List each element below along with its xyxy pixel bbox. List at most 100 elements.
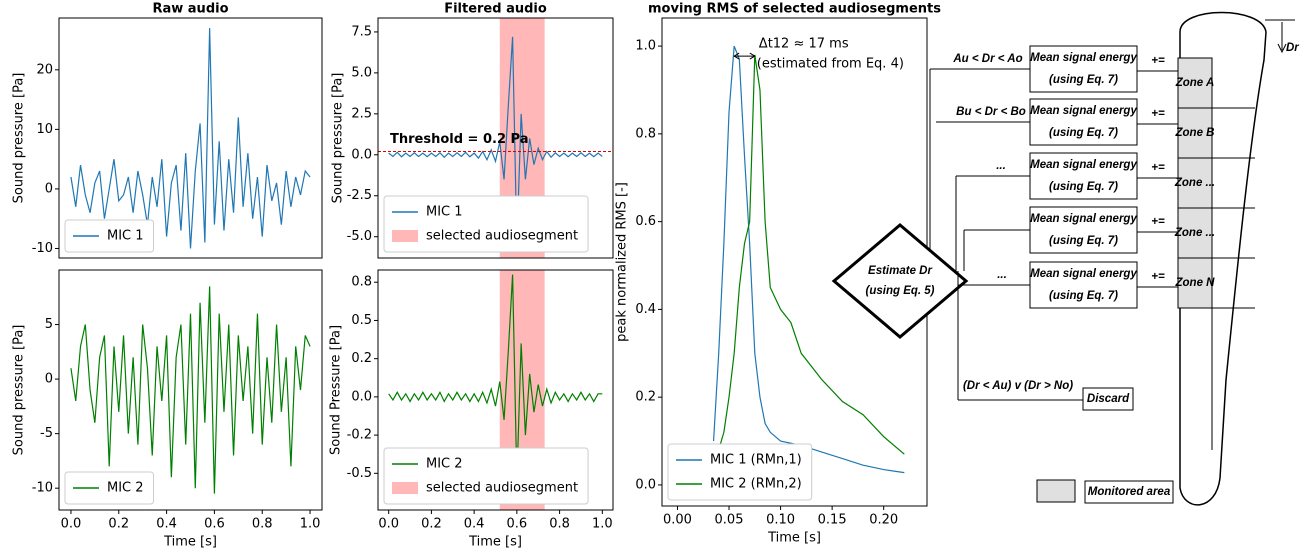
y-tick-label: 0	[45, 181, 53, 196]
energy-label: Mean signal energy	[1030, 52, 1137, 64]
x-tick-label: 0.0	[61, 517, 82, 532]
legend: MIC 1 (RMn,1) MIC 2 (RMn,2)	[667, 443, 813, 501]
series-line	[388, 274, 603, 481]
y-tick-label: -2.5	[347, 188, 372, 203]
x-axis-label: Time [s]	[468, 535, 522, 548]
y-tick-label: 5	[45, 317, 53, 332]
x-axis-label: Time [s]	[163, 535, 217, 548]
x-tick-label: 0.8	[252, 517, 273, 532]
y-tick-label: 7.5	[351, 24, 372, 39]
legend-label: MIC 2	[107, 481, 144, 496]
depth-arrow-head	[1277, 43, 1287, 54]
discard-label: Discard	[1087, 393, 1130, 405]
zone-label: Zone ...	[1174, 227, 1215, 239]
zone-label: Zone A	[1175, 77, 1215, 89]
plot: -10 -5 0 5 0.0 0.2 0.4 0.6 0.8 1.0 Time [s] Sound p…	[12, 269, 323, 548]
condition-label: Au < Dr < Ao	[952, 53, 1022, 65]
energy-box	[1029, 152, 1138, 200]
y-tick-label: 0.0	[635, 477, 656, 492]
y-tick-label: 0.0	[351, 147, 372, 162]
legend-frame	[383, 195, 589, 253]
x-tick-label: 1.0	[592, 517, 613, 532]
zone	[1177, 257, 1213, 309]
x-tick-label: 0.10	[766, 513, 795, 528]
series-line	[70, 28, 311, 249]
y-tick-label: 0.8	[351, 275, 372, 290]
y-tick-label: 20	[36, 62, 53, 77]
energy-box	[1029, 98, 1138, 146]
x-tick-label: 0.4	[156, 517, 177, 532]
y-tick-label: -0.5	[347, 466, 372, 481]
energy-label: (using Eq. 7)	[1049, 74, 1118, 86]
legend: MIC 2	[64, 471, 155, 505]
zone	[1177, 57, 1213, 109]
op-label: +=	[1151, 162, 1165, 174]
y-axis-label: peak normalized RMS [-]	[615, 182, 630, 342]
condition-label: ...	[997, 269, 1007, 281]
legend-label: MIC 1	[107, 229, 144, 244]
leg-outline	[1179, 11, 1267, 506]
series-line	[388, 36, 603, 245]
y-tick-label: 0.6	[635, 214, 656, 229]
energy-label: Mean signal energy	[1030, 268, 1137, 280]
x-tick-label: 0.15	[818, 513, 847, 528]
chart-title: moving RMS of selected audiosegments	[648, 2, 941, 17]
energy-box	[1029, 206, 1138, 254]
y-tick-label: 0	[45, 372, 53, 387]
decision-diamond	[831, 223, 969, 339]
x-tick-label: 0.20	[869, 513, 898, 528]
legend: MIC 2 selected audiosegment	[383, 447, 589, 505]
y-tick-label: -0.2	[347, 428, 372, 443]
y-tick-label: -5.0	[347, 229, 372, 244]
x-axis-label: Time [s]	[767, 531, 821, 546]
annotation: Δt12 ≈ 17 ms	[759, 37, 849, 52]
legend-swatch	[392, 230, 418, 242]
series-line	[712, 45, 905, 474]
y-tick-label: -10	[32, 481, 53, 496]
energy-box	[1029, 45, 1138, 93]
legend-label: MIC 1 (RMn,1)	[710, 453, 802, 468]
y-tick-label: -10	[32, 241, 53, 256]
plot: -0.5 -0.2 0.0 0.2 0.5 0.8 0.0 0.2 0.4 0.6 0.8 1.0 Ti…	[329, 269, 614, 548]
op-label: +=	[1151, 108, 1165, 120]
series-line	[713, 54, 905, 464]
x-tick-label: 0.2	[421, 517, 442, 532]
energy-label: (using Eq. 7)	[1049, 290, 1118, 302]
x-tick-label: 0.00	[663, 513, 692, 528]
annotation: (estimated from Eq. 4)	[757, 57, 904, 72]
zone-label: Zone B	[1175, 127, 1215, 139]
zone	[1177, 207, 1213, 259]
y-tick-label: 10	[36, 122, 53, 137]
x-tick-label: 0.2	[108, 517, 129, 532]
x-tick-label: 0.4	[464, 517, 485, 532]
zone-label: Zone ...	[1174, 177, 1215, 189]
legend-box	[1084, 480, 1174, 504]
zone	[1177, 157, 1213, 209]
energy-label: Mean signal energy	[1030, 159, 1137, 171]
plot: -10 0 10 20 Raw audio Sound pressure [Pa] MIC …	[12, 2, 323, 259]
y-tick-label: 0.8	[635, 126, 656, 141]
x-tick-label: 0.6	[507, 517, 528, 532]
depth-label: Dr	[1286, 42, 1299, 54]
y-tick-label: -5	[40, 426, 53, 441]
y-tick-label: 5.0	[351, 65, 372, 80]
condition-label: Bu < Dr < Bo	[956, 106, 1026, 118]
discard-box	[1082, 387, 1134, 411]
axes-frame	[377, 17, 614, 259]
y-tick-label: 2.5	[351, 106, 372, 121]
energy-box	[1029, 261, 1138, 309]
decision-label: Estimate Dr	[868, 265, 932, 277]
x-tick-label: 0.6	[204, 517, 225, 532]
energy-label: (using Eq. 7)	[1049, 127, 1118, 139]
threshold-label: Threshold = 0.2 Pa	[390, 132, 529, 147]
legend-label: selected audiosegment	[426, 481, 578, 496]
legend-label: selected audiosegment	[426, 229, 578, 244]
legend-frame	[64, 219, 155, 253]
legend-swatch	[1036, 479, 1076, 503]
y-axis-label: Sound pressure [Pa]	[331, 73, 346, 204]
decision-label: (using Eq. 5)	[866, 285, 935, 297]
energy-label: Mean signal energy	[1030, 105, 1137, 117]
y-tick-label: 0.2	[635, 390, 656, 405]
legend-label: MIC 1	[426, 205, 463, 220]
